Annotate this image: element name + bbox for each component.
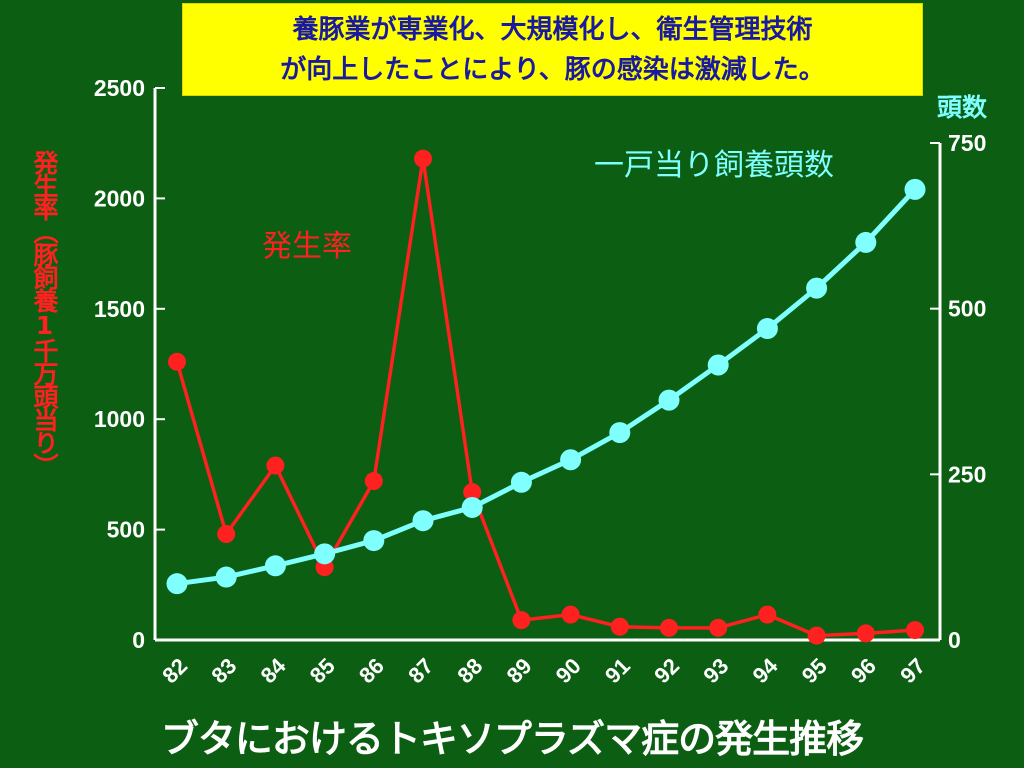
y-axis-left-label: 発生率（豚飼養1千万頭当り） (30, 150, 59, 476)
annotation-line-2: が向上したことにより、豚の感染は激減した。 (280, 55, 825, 85)
y-left-tick-label: 2000 (94, 185, 145, 211)
series-label-incidence: 発生率 (262, 229, 352, 264)
y-left-tick-label: 500 (107, 517, 145, 543)
x-tick-label: 90 (551, 653, 586, 688)
x-tick-label: 92 (649, 653, 684, 688)
x-tick-label: 95 (797, 653, 832, 688)
herd-size-point (855, 231, 877, 253)
herd-size-point (412, 510, 434, 532)
herd-size-point (166, 573, 188, 595)
incidence-point (463, 483, 482, 502)
y-right-tick-label: 750 (948, 130, 986, 156)
incidence-point (217, 525, 236, 544)
x-tick-label: 85 (305, 653, 340, 688)
x-tick-label: 89 (502, 653, 537, 688)
herd-size-point (756, 318, 778, 340)
series-label-herd-size: 一戸当り飼養頭数 (594, 148, 834, 183)
incidence-point (807, 626, 826, 645)
herd-size-point (658, 389, 680, 411)
series-line-incidence (175, 156, 916, 638)
x-tick-label: 96 (846, 653, 881, 688)
incidence-point (610, 617, 629, 636)
y-left-tick-label: 0 (132, 627, 145, 653)
herd-size-point (609, 422, 631, 444)
y-left-tick-label: 2500 (94, 75, 145, 101)
herd-size-point (264, 555, 286, 577)
incidence-point (906, 621, 924, 640)
x-tick-label: 97 (895, 653, 930, 688)
y-axis-right-label: 頭数 (937, 93, 988, 122)
herd-size-point (904, 178, 926, 200)
incidence-point (512, 611, 531, 630)
herd-size-point (707, 354, 729, 376)
series-points (166, 149, 926, 645)
herd-size-point (363, 530, 385, 552)
incidence-point (168, 352, 186, 371)
incidence-point (660, 618, 678, 637)
herd-size-point (215, 566, 237, 588)
x-tick-label: 84 (256, 653, 292, 689)
x-tick-label: 86 (354, 653, 389, 688)
incidence-point (414, 149, 432, 168)
herd-size-point (314, 543, 336, 565)
herd-size-point (806, 277, 828, 299)
herd-size-point (560, 449, 582, 471)
herd-size-point (510, 471, 532, 493)
y-left-tick-label: 1000 (94, 406, 145, 432)
chart-title: ブタにおけるトキソプラズマ症の発生推移 (160, 717, 864, 761)
incidence-point (758, 605, 777, 624)
tick-labels: 0 500 1000 1500 2000 2500 0 250 500 750 82 83 84 85 86… (94, 75, 987, 688)
annotation-box: 養豚業が専業化、大規模化し、衛生管理技術 が向上したことにより、豚の感染は激減し… (182, 3, 923, 96)
incidence-point (364, 472, 383, 491)
x-tick-label: 82 (157, 653, 192, 688)
y-right-tick-label: 0 (948, 627, 961, 653)
y-right-tick-label: 500 (948, 296, 986, 322)
x-tick-label: 83 (206, 653, 241, 688)
x-tick-label: 87 (403, 653, 438, 688)
x-tick-label: 88 (452, 653, 487, 688)
x-tick-label: 91 (600, 653, 635, 688)
incidence-point (266, 456, 285, 475)
incidence-point (856, 624, 875, 643)
annotation-line-1: 養豚業が専業化、大規模化し、衛生管理技術 (292, 15, 813, 45)
y-right-tick-label: 250 (948, 461, 986, 487)
x-tick-label: 93 (698, 653, 733, 688)
incidence-point (561, 605, 580, 624)
series-lines (175, 156, 917, 638)
incidence-point (709, 618, 728, 637)
series-line-herd-size (176, 187, 917, 587)
y-left-tick-label: 1500 (94, 296, 145, 322)
herd-size-point (461, 496, 483, 518)
x-tick-label: 94 (748, 653, 784, 689)
